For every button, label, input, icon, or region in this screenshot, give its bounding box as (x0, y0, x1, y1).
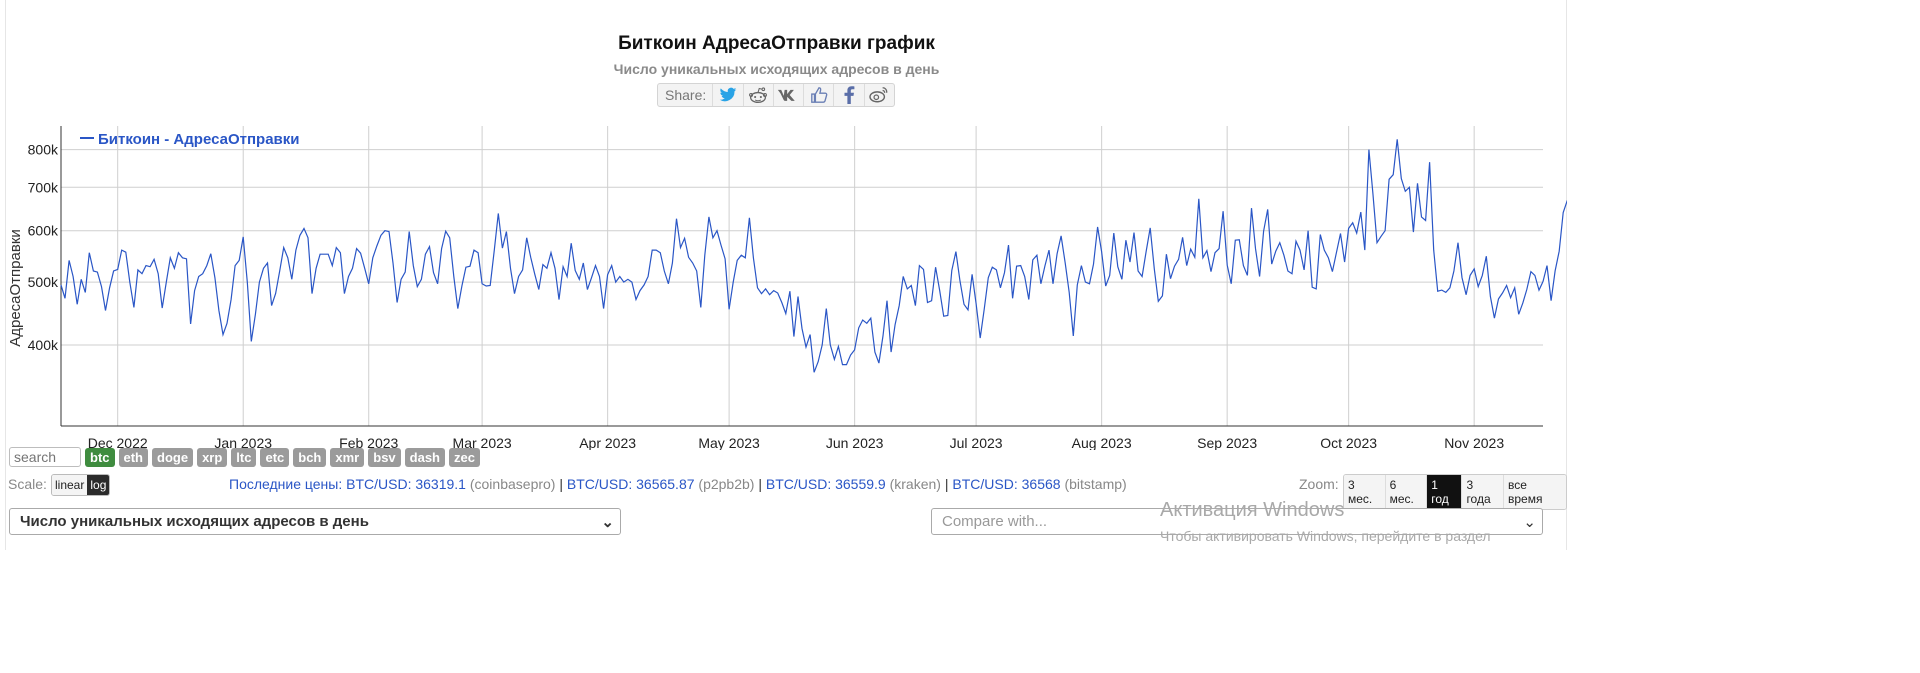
coin-eth-button[interactable]: eth (118, 448, 148, 467)
chevron-down-icon: ⌄ (1523, 514, 1536, 531)
coin-doge-button[interactable]: doge (152, 448, 194, 467)
price-pair[interactable]: BTC/USD: 36565.87 (566, 476, 695, 492)
x-tick-label: Nov 2023 (1444, 435, 1504, 450)
x-tick-label: Mar 2023 (453, 435, 512, 450)
scale-toggle: linear log (51, 474, 111, 496)
x-tick-labels: Dec 2022 Jan 2023 Feb 2023 Mar 2023 Apr 2023… (88, 435, 1505, 450)
zoom-label: Zoom: (1299, 476, 1339, 492)
share-bar: Share: (657, 83, 895, 107)
y-tick-label: 800k (28, 142, 59, 158)
chart-title: Биткоин АдресаОтправки график (618, 33, 935, 54)
price-exchange: (p2pb2b) (698, 476, 755, 492)
coin-bsv-button[interactable]: bsv (368, 448, 401, 467)
coin-xrp-button[interactable]: xrp (197, 448, 228, 467)
reddit-icon[interactable] (742, 84, 773, 106)
latest-prices: Последние цены: BTC/USD: 36319.1 (coinba… (229, 476, 1127, 492)
zoom-6m-button[interactable]: 6 мес. (1384, 475, 1427, 509)
scale-log-button[interactable]: log (87, 475, 110, 495)
compare-placeholder: Compare with... (942, 513, 1048, 530)
legend-label: Биткоин - АдресаОтправки (98, 131, 300, 148)
price-exchange: (coinbasepro) (469, 476, 556, 492)
frame-border-left (5, 0, 6, 550)
coin-bch-button[interactable]: bch (293, 448, 327, 467)
y-tick-label: 600k (28, 223, 59, 239)
coin-etc-button[interactable]: etc (260, 448, 290, 467)
x-tick-label: Jul 2023 (950, 435, 1003, 450)
zoom-3y-button[interactable]: 3 года (1461, 475, 1503, 509)
price-separator: | (944, 476, 949, 492)
chart-subtitle: Число уникальных исходящих адресов в ден… (613, 61, 940, 77)
metric-select[interactable]: Число уникальных исходящих адресов в ден… (9, 508, 621, 535)
share-label: Share: (665, 87, 707, 103)
scale-linear-button[interactable]: linear (52, 475, 88, 495)
coin-btc-button[interactable]: btc (85, 448, 115, 467)
price-pair[interactable]: BTC/USD: 36319.1 (346, 476, 466, 492)
zoom-3m-button[interactable]: 3 мес. (1344, 475, 1385, 509)
price-separator: | (758, 476, 762, 492)
x-tick-label: May 2023 (698, 435, 760, 450)
chart-area: 400k 500k 600k 700k 800k Dec 2022 Jan 2023 Feb… (7, 126, 1567, 450)
y-tick-labels: 400k 500k 600k 700k 800k (28, 142, 59, 353)
x-tick-label: Jun 2023 (826, 435, 884, 450)
zoom-1y-button[interactable]: 1 год (1426, 475, 1462, 509)
price-exchange: (kraken) (889, 476, 941, 492)
x-tick-label: Jan 2023 (214, 435, 272, 450)
price-pair[interactable]: BTC/USD: 36559.9 (765, 476, 886, 492)
like-icon[interactable] (803, 84, 833, 106)
legend[interactable]: Биткоин - АдресаОтправки (80, 131, 300, 148)
facebook-icon[interactable] (833, 84, 863, 106)
y-tick-label: 500k (28, 274, 59, 290)
search-input[interactable] (9, 447, 81, 467)
frame-border-right (1566, 0, 1567, 550)
y-tick-label: 700k (28, 179, 59, 195)
y-tick-label: 400k (28, 337, 59, 353)
x-tick-label: Aug 2023 (1072, 435, 1132, 450)
metric-select-value: Число уникальных исходящих адресов в ден… (20, 513, 369, 530)
scale-label: Scale: (8, 476, 47, 492)
coin-zec-button[interactable]: zec (449, 448, 480, 467)
vk-icon[interactable] (772, 84, 803, 106)
windows-activation-text: Чтобы активировать Windows, перейдите в … (1160, 528, 1491, 544)
zoom-all-button[interactable]: все время (1503, 475, 1566, 509)
coin-xmr-button[interactable]: xmr (330, 448, 365, 467)
prices-label: Последние цены: (229, 476, 343, 492)
chart-page: Биткоин АдресаОтправки график Число уник… (5, 0, 1567, 550)
y-axis-label: АдресаОтправки (7, 229, 24, 347)
chevron-down-icon: ⌄ (601, 514, 614, 531)
weibo-icon[interactable] (863, 84, 894, 106)
y-gridlines (61, 149, 1543, 346)
x-gridlines (117, 126, 1475, 426)
coin-selector: btc eth doge xrp ltc etc bch xmr bsv dash zec (85, 448, 480, 467)
price-separator: | (559, 476, 563, 492)
price-pair[interactable]: BTC/USD: 36568 (952, 476, 1061, 492)
price-exchange: (bitstamp) (1064, 476, 1127, 492)
zoom-toggle: 3 мес. 6 мес. 1 год 3 года все время (1343, 474, 1567, 510)
x-tick-label: Apr 2023 (579, 435, 636, 450)
coin-ltc-button[interactable]: ltc (231, 448, 257, 467)
coin-dash-button[interactable]: dash (404, 448, 445, 467)
x-tick-label: Oct 2023 (1320, 435, 1377, 450)
series-line (60, 139, 1567, 373)
windows-activation-title: Активация Windows (1160, 499, 1345, 521)
twitter-icon[interactable] (712, 84, 742, 106)
x-tick-label: Sep 2023 (1197, 435, 1257, 450)
x-tick-label: Dec 2022 (88, 435, 148, 450)
x-tick-label: Feb 2023 (339, 435, 398, 450)
compare-select[interactable]: Compare with... ⌄ (931, 508, 1543, 535)
